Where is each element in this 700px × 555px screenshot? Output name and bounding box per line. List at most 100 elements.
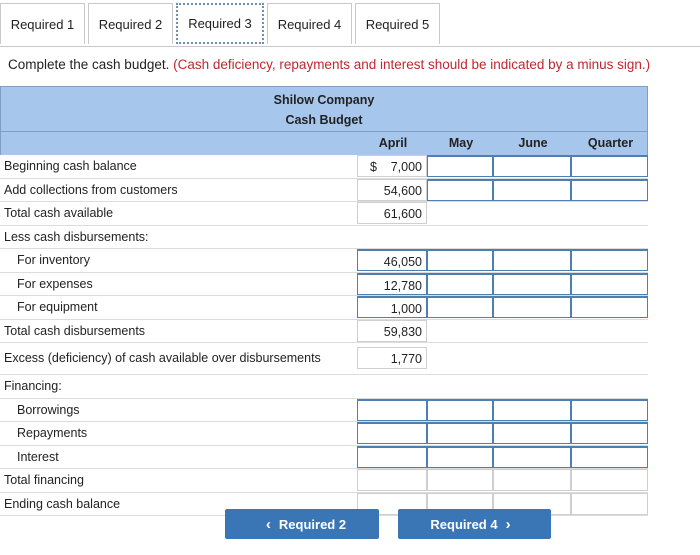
april-value: 7,000	[390, 160, 422, 174]
next-button-label: Required 4	[430, 516, 498, 532]
tab-bar: Required 1 Required 2 Required 3 Require…	[0, 3, 443, 46]
tab-required-2[interactable]: Required 2	[88, 3, 173, 44]
row-label: Financing:	[4, 379, 62, 393]
budget-row: For equipment 1,000	[0, 296, 648, 320]
cell-may-input[interactable]	[427, 445, 493, 468]
cell-may-input[interactable]	[427, 296, 493, 318]
cell-may-input[interactable]	[427, 272, 493, 295]
budget-row: Less cash disbursements:	[0, 226, 648, 249]
cell-quarter-input[interactable]	[571, 249, 648, 271]
cell-april-input[interactable]: 46,050	[357, 249, 427, 271]
cell-quarter-input[interactable]	[571, 296, 648, 318]
tab-required-1[interactable]: Required 1	[0, 3, 85, 44]
april-value: 61,600	[383, 207, 422, 221]
row-label: Total cash disbursements	[4, 323, 146, 338]
cell-may-input[interactable]	[427, 398, 493, 421]
budget-title: Cash Budget	[285, 113, 363, 127]
april-value: 12,780	[383, 278, 422, 293]
cell-may	[427, 469, 493, 491]
tab-required-3[interactable]: Required 3	[176, 3, 264, 44]
prev-required-2-button[interactable]: ‹ Required 2	[225, 509, 379, 539]
budget-row: Total financing	[0, 469, 648, 493]
april-value: 54,600	[383, 183, 422, 198]
cell-may-input[interactable]	[427, 422, 493, 444]
budget-row: Interest	[0, 445, 648, 469]
row-label: Less cash disbursements:	[4, 229, 149, 244]
cell-quarter-input[interactable]	[571, 155, 648, 177]
instruction-main: Complete the cash budget.	[8, 57, 170, 72]
cell-april-input[interactable]: 1,000	[357, 296, 427, 318]
row-label: Repayments	[17, 426, 88, 440]
budget-row: Beginning cash balance $7,000	[0, 155, 648, 179]
budget-row: Excess (deficiency) of cash available ov…	[0, 343, 648, 375]
cell-quarter-input[interactable]	[571, 272, 648, 295]
cell-quarter	[571, 492, 648, 515]
row-label: Ending cash balance	[4, 496, 121, 511]
cell-april-input[interactable]	[357, 422, 427, 444]
cell-june-input[interactable]	[493, 249, 571, 271]
cell-april: $7,000	[357, 155, 427, 177]
cell-quarter	[571, 469, 648, 491]
row-label: Borrowings	[17, 402, 80, 417]
instruction: Complete the cash budget. (Cash deficien…	[8, 57, 650, 72]
prev-button-label: Required 2	[278, 516, 347, 532]
cell-june-input[interactable]	[493, 398, 571, 421]
cell-june-input[interactable]	[493, 155, 571, 177]
april-value: 59,830	[383, 324, 422, 339]
cell-april-input[interactable]	[357, 445, 427, 468]
chevron-right-icon: ›	[505, 515, 511, 533]
cell-june-input[interactable]	[493, 296, 571, 318]
april-value: 1,000	[390, 302, 422, 316]
row-label: For equipment	[17, 300, 98, 314]
column-may: May	[448, 136, 474, 150]
row-label: For inventory	[17, 253, 90, 267]
company-name: Shilow Company	[273, 93, 375, 107]
cell-quarter-input[interactable]	[571, 422, 648, 444]
cell-may-input[interactable]	[427, 178, 493, 201]
cell-june-input[interactable]	[493, 445, 571, 468]
tab-divider	[0, 46, 700, 47]
cell-april: 54,600	[357, 178, 427, 201]
row-label: Total cash available	[4, 206, 114, 220]
cell-quarter-input[interactable]	[571, 398, 648, 421]
row-label: For expenses	[17, 276, 93, 291]
cell-april-input[interactable]	[357, 398, 427, 421]
budget-row: For inventory 46,050	[0, 249, 648, 273]
cell-june	[493, 469, 571, 491]
next-required-4-button[interactable]: Required 4 ›	[398, 509, 551, 539]
budget-row: Borrowings	[0, 398, 648, 422]
cell-april	[357, 492, 427, 515]
column-quarter: Quarter	[587, 136, 634, 150]
budget-row: Total cash available 61,600	[0, 202, 648, 226]
cell-may-input[interactable]	[427, 249, 493, 271]
cell-quarter-input[interactable]	[571, 445, 648, 468]
column-header-row: April May June Quarter	[0, 132, 648, 155]
cell-april: 1,770	[357, 347, 427, 369]
april-value: 1,770	[390, 352, 422, 366]
budget-row: Repayments	[0, 422, 648, 446]
cell-june-input[interactable]	[493, 422, 571, 444]
row-label: Beginning cash balance	[4, 159, 137, 173]
budget-row: For expenses 12,780	[0, 272, 648, 296]
cell-june-input[interactable]	[493, 272, 571, 295]
cell-quarter-input[interactable]	[571, 178, 648, 201]
row-label: Add collections from customers	[4, 182, 178, 197]
tab-required-5[interactable]: Required 5	[355, 3, 440, 44]
budget-header: Shilow Company Cash Budget	[0, 86, 648, 132]
cell-june-input[interactable]	[493, 178, 571, 201]
chevron-left-icon: ‹	[265, 515, 271, 533]
row-label: Excess (deficiency) of cash available ov…	[4, 351, 321, 365]
budget-row: Total cash disbursements 59,830	[0, 319, 648, 343]
column-june: June	[518, 136, 548, 150]
instruction-note: (Cash deficiency, repayments and interes…	[173, 57, 651, 72]
tab-required-4[interactable]: Required 4	[267, 3, 352, 44]
budget-rows: Beginning cash balance $7,000 Add collecti…	[0, 155, 648, 516]
row-label: Interest	[17, 449, 59, 464]
column-april: April	[378, 136, 408, 150]
cell-april: 61,600	[357, 202, 427, 224]
cash-budget-sheet: Shilow Company Cash Budget April May Jun…	[0, 86, 648, 516]
cell-april-input[interactable]: 12,780	[357, 272, 427, 295]
budget-row: Financing:	[0, 375, 648, 399]
cell-may-input[interactable]	[427, 155, 493, 177]
row-label: Total financing	[4, 473, 84, 487]
